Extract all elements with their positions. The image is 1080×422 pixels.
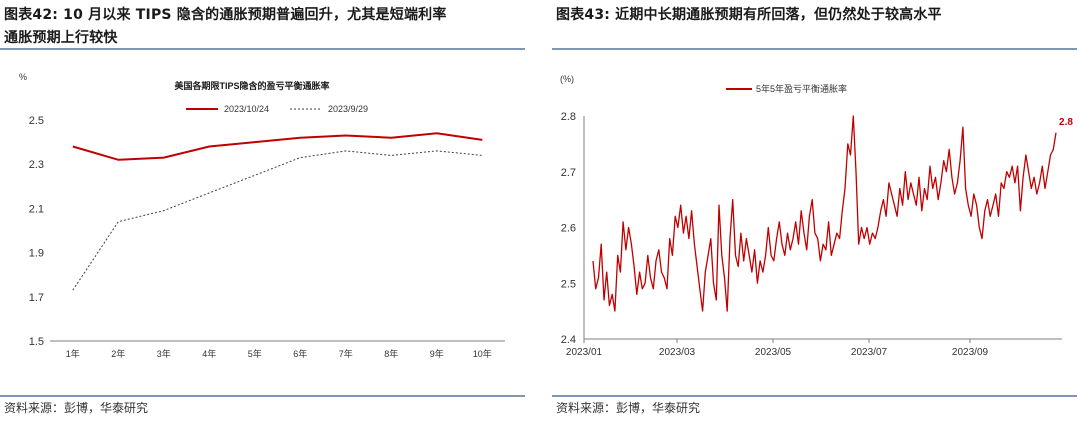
- title-divider: [552, 48, 1077, 50]
- footer-divider: [0, 395, 525, 397]
- figure-title: 图表42: 10 月以来 TIPS 隐含的通胀预期普遍回升，尤其是短端利率 通胀…: [4, 4, 447, 50]
- x-tick-label: 6年: [293, 348, 307, 359]
- left-figure-panel: 图表42: 10 月以来 TIPS 隐含的通胀预期普遍回升，尤其是短端利率 通胀…: [0, 0, 528, 422]
- series-line-2: [72, 150, 483, 291]
- y-axis: 2.5 2.3 2.1 1.9 1.7 1.5: [29, 115, 505, 348]
- last-value-annotation: 2.8: [1059, 117, 1073, 128]
- x-tick-label: 10年: [473, 348, 492, 359]
- figure-title-line-1: 图表42: 10 月以来 TIPS 隐含的通胀预期普遍回升，尤其是短端利率: [4, 7, 447, 23]
- y-tick-label: 1.9: [29, 248, 44, 260]
- y-tick-label: 2.4: [561, 334, 576, 346]
- footer-divider: [552, 395, 1077, 397]
- legend: 2023/10/24 2023/9/29: [186, 104, 368, 114]
- y-tick-label: 1.7: [29, 292, 44, 304]
- source-note: 资料来源：彭博，华泰研究: [556, 401, 701, 415]
- x-tick-label: 4年: [202, 348, 216, 359]
- x-tick-label: 2023/09: [952, 347, 989, 358]
- x-tick-label: 8年: [384, 348, 398, 359]
- legend-label-series-1: 2023/10/24: [224, 104, 269, 114]
- x-tick-label: 2023/01: [566, 347, 603, 358]
- x-tick-label: 2年: [111, 348, 125, 359]
- legend-label-series-1: 5年5年盈亏平衡通胀率: [756, 83, 847, 94]
- y-tick-label: 1.5: [29, 336, 44, 348]
- y-tick-label: 2.8: [561, 111, 576, 123]
- y-axis-unit-label: (%): [560, 74, 574, 84]
- x-tick-label: 5年: [248, 348, 262, 359]
- y-tick-label: 2.6: [561, 223, 576, 235]
- x-tick-label: 7年: [339, 348, 353, 359]
- right-figure-panel: 图表43: 近期中长期通胀预期有所回落，但仍然处于较高水平 (%) 5年5年盈亏…: [552, 0, 1080, 422]
- figure-title-line-2: 通胀预期上行较快: [4, 30, 118, 46]
- y-axis: 2.8 2.7 2.6 2.5 2.4: [561, 111, 1062, 346]
- series-line-1: [592, 115, 1057, 312]
- x-tick-label: 2023/07: [851, 347, 888, 358]
- x-tick-label: 9年: [430, 348, 444, 359]
- x-tick-label: 1年: [66, 348, 80, 359]
- legend-label-series-2: 2023/9/29: [328, 104, 368, 114]
- title-divider: [0, 48, 525, 50]
- y-tick-label: 2.5: [561, 278, 576, 290]
- chart-title: 美国各期限TIPS隐含的盈亏平衡通胀率: [174, 80, 329, 91]
- 5y5y-breakeven-chart: (%) 5年5年盈亏平衡通胀率 2.82.72.62.52.4 2023/01 2…: [560, 74, 1073, 358]
- series-line-1: [72, 132, 483, 161]
- source-note: 资料来源：彭博，华泰研究: [4, 401, 149, 415]
- x-axis: 1年 2年 3年 4年 5年 6年 7年 8年 9年 10年: [66, 348, 492, 359]
- y-tick-label: 2.3: [29, 159, 44, 171]
- plot-area: [72, 132, 483, 291]
- legend: 5年5年盈亏平衡通胀率: [726, 83, 847, 94]
- y-tick-label: 2.1: [29, 203, 44, 215]
- x-tick-label: 2023/03: [659, 347, 696, 358]
- plot-area: [592, 115, 1057, 312]
- tips-breakeven-curve-chart: % 美国各期限TIPS隐含的盈亏平衡通胀率 2023/10/24 2023/9/…: [19, 72, 505, 359]
- x-tick-label: 3年: [157, 348, 171, 359]
- figure-title: 图表43: 近期中长期通胀预期有所回落，但仍然处于较高水平: [556, 7, 942, 23]
- y-tick-label: 2.5: [29, 115, 44, 127]
- x-axis: 2023/01 2023/03 2023/05 2023/07 2023/09: [566, 339, 989, 358]
- y-tick-label: 2.7: [561, 167, 576, 179]
- x-tick-label: 2023/05: [755, 347, 792, 358]
- y-axis-unit-label: %: [19, 72, 27, 82]
